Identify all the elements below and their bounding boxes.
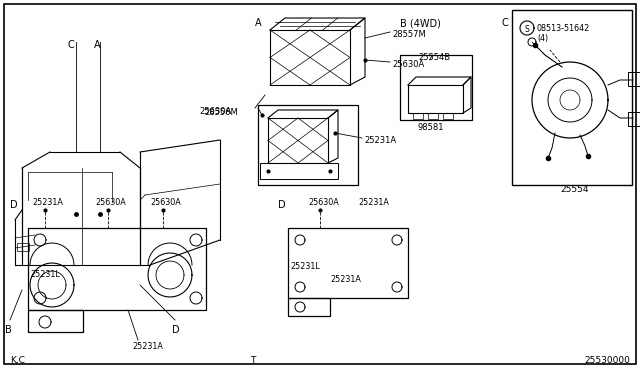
Text: 25554: 25554 bbox=[560, 185, 589, 194]
Text: C: C bbox=[68, 40, 74, 50]
Bar bbox=[512, 10, 632, 185]
Text: 25231A: 25231A bbox=[364, 136, 396, 145]
Text: A: A bbox=[255, 18, 262, 28]
Text: B (4WD): B (4WD) bbox=[400, 18, 441, 28]
Bar bbox=[258, 105, 358, 185]
Text: C: C bbox=[502, 18, 509, 28]
Text: 25630A: 25630A bbox=[200, 107, 232, 116]
Text: A: A bbox=[93, 40, 100, 50]
Bar bbox=[28, 310, 83, 332]
Bar bbox=[260, 163, 338, 179]
Text: 25231A: 25231A bbox=[132, 342, 163, 351]
Text: 25231L: 25231L bbox=[30, 270, 60, 279]
Bar bbox=[17, 243, 29, 251]
Text: 25630A: 25630A bbox=[95, 198, 125, 207]
Text: 28556M: 28556M bbox=[204, 108, 238, 117]
Text: 25231A: 25231A bbox=[358, 198, 389, 207]
Text: S: S bbox=[525, 25, 529, 33]
Bar bbox=[400, 55, 472, 120]
Text: 25630A: 25630A bbox=[150, 198, 180, 207]
Text: 25231L: 25231L bbox=[290, 262, 320, 271]
Text: 08513-51642: 08513-51642 bbox=[537, 24, 590, 33]
Text: D: D bbox=[172, 325, 180, 335]
Text: 25530000: 25530000 bbox=[584, 356, 630, 365]
Bar bbox=[288, 298, 330, 316]
Text: B: B bbox=[5, 325, 12, 335]
Text: 25630A: 25630A bbox=[392, 60, 424, 69]
Text: D: D bbox=[10, 200, 18, 210]
Text: 25630A: 25630A bbox=[308, 198, 339, 207]
Bar bbox=[428, 113, 438, 119]
Text: 28557M: 28557M bbox=[392, 30, 426, 39]
Bar bbox=[628, 112, 640, 126]
Text: (4): (4) bbox=[537, 34, 548, 43]
Text: 25231A: 25231A bbox=[330, 275, 361, 284]
Bar bbox=[413, 113, 423, 119]
Text: K,C: K,C bbox=[10, 356, 25, 365]
Bar bbox=[288, 228, 408, 298]
Bar bbox=[28, 228, 206, 310]
Text: 25231A: 25231A bbox=[32, 198, 63, 207]
Text: T: T bbox=[250, 356, 255, 365]
Bar bbox=[443, 113, 453, 119]
Text: 98581: 98581 bbox=[418, 123, 445, 132]
Bar bbox=[628, 72, 640, 86]
Text: 25554B: 25554B bbox=[418, 53, 450, 62]
Text: D: D bbox=[278, 200, 285, 210]
